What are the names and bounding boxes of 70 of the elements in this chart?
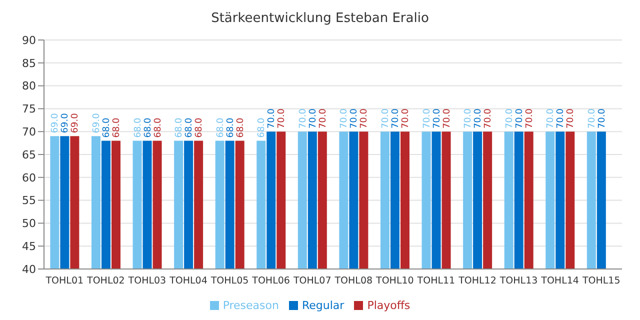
data-label: 70.0 bbox=[308, 108, 318, 129]
x-tick-label: TOHL04 bbox=[168, 276, 208, 287]
data-label: 70.0 bbox=[422, 108, 432, 129]
y-tick-label: 75 bbox=[22, 102, 36, 116]
data-label: 70.0 bbox=[484, 108, 494, 129]
x-tick-label: TOHL08 bbox=[334, 276, 373, 287]
data-label: 68.0 bbox=[184, 117, 195, 138]
data-label: 70.0 bbox=[318, 108, 328, 129]
data-label: 68.0 bbox=[133, 117, 144, 138]
data-label: 70.0 bbox=[504, 108, 515, 129]
data-label: 68.0 bbox=[102, 117, 112, 138]
x-tick-label: TOHL02 bbox=[86, 276, 125, 287]
data-label: 70.0 bbox=[350, 108, 360, 129]
y-tick-label: 80 bbox=[22, 80, 36, 93]
data-label: 70.0 bbox=[432, 108, 442, 129]
data-label: 68.0 bbox=[226, 117, 236, 138]
data-label: 70.0 bbox=[267, 108, 278, 129]
x-tick-label: TOHL05 bbox=[210, 276, 249, 287]
y-tick-label: 70 bbox=[22, 126, 36, 139]
data-label: 68.0 bbox=[216, 117, 226, 138]
data-label: 70.0 bbox=[524, 108, 535, 129]
data-label: 68.0 bbox=[236, 117, 246, 138]
x-tick-label: TOHL15 bbox=[581, 276, 620, 287]
data-label: 70.0 bbox=[390, 108, 401, 129]
data-label: 68.0 bbox=[257, 117, 268, 138]
x-tick-label: TOHL10 bbox=[375, 276, 414, 287]
y-tick-label: 50 bbox=[22, 217, 36, 230]
y-tick-label: 90 bbox=[22, 34, 36, 47]
y-tick-label: 65 bbox=[22, 148, 36, 162]
x-tick-label: TOHL12 bbox=[458, 276, 496, 287]
y-tick-label: 40 bbox=[22, 262, 36, 276]
data-label: 70.0 bbox=[400, 108, 411, 129]
data-label: 68.0 bbox=[143, 117, 154, 138]
y-tick-label: 55 bbox=[22, 194, 36, 208]
legend-label: Playoffs bbox=[367, 299, 410, 312]
x-tick-label: TOHL07 bbox=[292, 276, 332, 287]
data-label: 70.0 bbox=[474, 108, 484, 129]
x-tick-label: TOHL11 bbox=[416, 276, 456, 287]
data-label: 70.0 bbox=[360, 108, 370, 129]
data-label: 70.0 bbox=[277, 108, 288, 129]
data-label: 70.0 bbox=[566, 108, 576, 129]
data-label: 70.0 bbox=[556, 108, 566, 129]
y-tick-label: 85 bbox=[22, 56, 36, 70]
legend-label: Regular bbox=[302, 299, 344, 312]
data-label: 70.0 bbox=[464, 108, 474, 129]
data-label: 70.0 bbox=[442, 108, 452, 129]
data-label: 70.0 bbox=[340, 108, 350, 129]
legend-label: Preseason bbox=[222, 299, 279, 312]
data-label: 69.0 bbox=[60, 112, 71, 134]
data-label: 68.0 bbox=[194, 117, 205, 138]
x-tick-label: TOHL14 bbox=[540, 276, 579, 287]
data-label: 70.0 bbox=[597, 108, 608, 129]
x-tick-label: TOHL01 bbox=[44, 276, 84, 287]
y-tick-label: 60 bbox=[22, 171, 36, 184]
data-label: 69.0 bbox=[50, 112, 61, 134]
data-label: 68.0 bbox=[112, 117, 122, 138]
data-label: 70.0 bbox=[587, 108, 598, 129]
x-tick-label: TOHL06 bbox=[251, 276, 290, 287]
data-label: 68.0 bbox=[174, 117, 185, 138]
chart-title: Stärkeentwicklung Esteban Eralio bbox=[210, 10, 430, 28]
data-label: 69.0 bbox=[70, 112, 81, 134]
data-label: 70.0 bbox=[298, 108, 308, 129]
data-label: 69.0 bbox=[92, 112, 102, 134]
data-label: 70.0 bbox=[514, 108, 525, 129]
data-label: 70.0 bbox=[380, 108, 391, 129]
data-label: 70.0 bbox=[546, 108, 556, 129]
y-tick-label: 45 bbox=[22, 240, 36, 254]
x-tick-label: TOHL03 bbox=[127, 276, 166, 287]
x-tick-label: TOHL13 bbox=[498, 276, 538, 287]
data-label: 68.0 bbox=[153, 117, 164, 138]
